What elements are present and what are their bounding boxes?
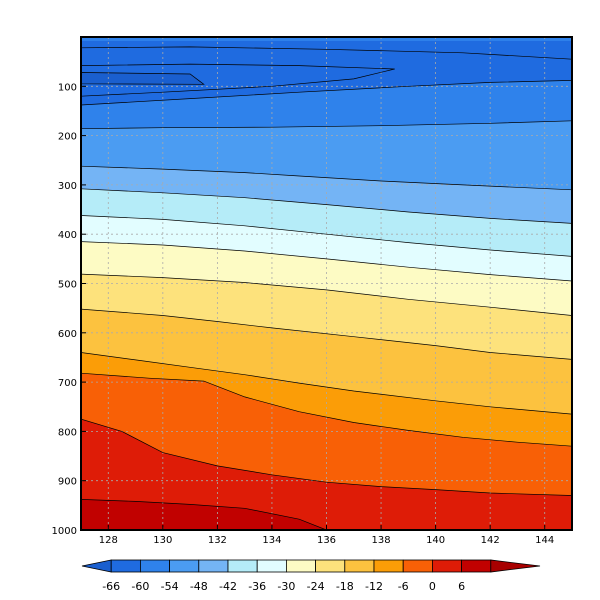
colorbar-label: -24 xyxy=(307,580,325,593)
band-fill xyxy=(81,419,572,530)
band-fill xyxy=(81,499,327,530)
colorbar-swatch xyxy=(344,559,375,573)
contour-line xyxy=(81,372,572,447)
y-axis: 100 200 300 400 500 600 700 800 900 1000 xyxy=(52,82,86,537)
contour-line xyxy=(81,63,395,97)
contour-line xyxy=(81,120,572,130)
x-tick-label: 132 xyxy=(208,535,227,546)
colorbar-swatch xyxy=(285,559,316,573)
colorbar-label: -48 xyxy=(190,580,208,593)
colorbar-swatch xyxy=(227,559,258,573)
y-tick-label: 1000 xyxy=(52,526,77,537)
x-tick-label: 134 xyxy=(262,535,281,546)
y-tick-label: 100 xyxy=(58,82,77,93)
y-tick-label: 200 xyxy=(58,132,77,143)
colorbar-swatch xyxy=(373,559,404,573)
colorbar-label: -66 xyxy=(102,580,120,593)
contour-line xyxy=(81,215,572,257)
x-tick-label: 138 xyxy=(372,535,391,546)
colorbar-arrow-right xyxy=(490,559,541,573)
colorbar-label: -12 xyxy=(365,580,383,593)
contour-line xyxy=(81,308,572,360)
x-tick-label: 140 xyxy=(426,535,445,546)
contour-line xyxy=(81,46,572,60)
colorbar-label: -18 xyxy=(336,580,354,593)
band-fill xyxy=(81,64,395,97)
y-tick-label: 700 xyxy=(58,378,77,389)
colorbar-swatch xyxy=(198,559,229,573)
colorbar-label: 0 xyxy=(429,580,436,593)
contour-line xyxy=(81,80,572,106)
colorbar-label: -54 xyxy=(161,580,179,593)
x-tick-label: 128 xyxy=(99,535,118,546)
colorbar-swatch xyxy=(256,559,287,573)
colorbar-label: -36 xyxy=(248,580,266,593)
colorbar-swatch xyxy=(110,559,141,573)
y-tick-label: 600 xyxy=(58,329,77,340)
contour-line xyxy=(81,418,572,496)
contour-line xyxy=(81,188,572,224)
colorbar-swatch xyxy=(402,559,433,573)
colorbar-swatch xyxy=(461,559,492,573)
x-tick-label: 142 xyxy=(481,535,500,546)
colorbar-label: -60 xyxy=(131,580,149,593)
y-tick-label: 500 xyxy=(58,280,77,291)
colorbar-label: -30 xyxy=(277,580,295,593)
x-tick-label: 144 xyxy=(535,535,554,546)
contour-line xyxy=(81,273,572,316)
colorbar-label: 6 xyxy=(458,580,465,593)
colorbar-arrow-left xyxy=(81,559,112,573)
y-tick-label: 300 xyxy=(58,181,77,192)
contour-line xyxy=(81,352,572,415)
colorbar: -66 -60 -54 -48 -42 -36 -30 -24 -18 -12 -6 0 6 xyxy=(81,559,541,593)
colorbar-swatch xyxy=(315,559,346,573)
contour-line xyxy=(81,499,327,530)
colorbar-swatch xyxy=(169,559,200,573)
contour-line xyxy=(81,241,572,282)
x-axis: 128 130 132 134 136 138 140 142 144 xyxy=(99,525,554,546)
colorbar-label: -6 xyxy=(398,580,409,593)
colorbar-swatch xyxy=(431,559,462,573)
x-tick-label: 130 xyxy=(153,535,172,546)
contour-line xyxy=(81,72,205,85)
y-tick-label: 400 xyxy=(58,230,77,241)
colorbar-swatch xyxy=(139,559,170,573)
contour-line xyxy=(81,165,572,191)
colorbar-label: -42 xyxy=(219,580,237,593)
band-fill xyxy=(81,72,204,85)
contour-lines xyxy=(81,46,572,530)
x-tick-label: 136 xyxy=(317,535,336,546)
y-tick-label: 800 xyxy=(58,427,77,438)
y-tick-label: 900 xyxy=(58,477,77,488)
